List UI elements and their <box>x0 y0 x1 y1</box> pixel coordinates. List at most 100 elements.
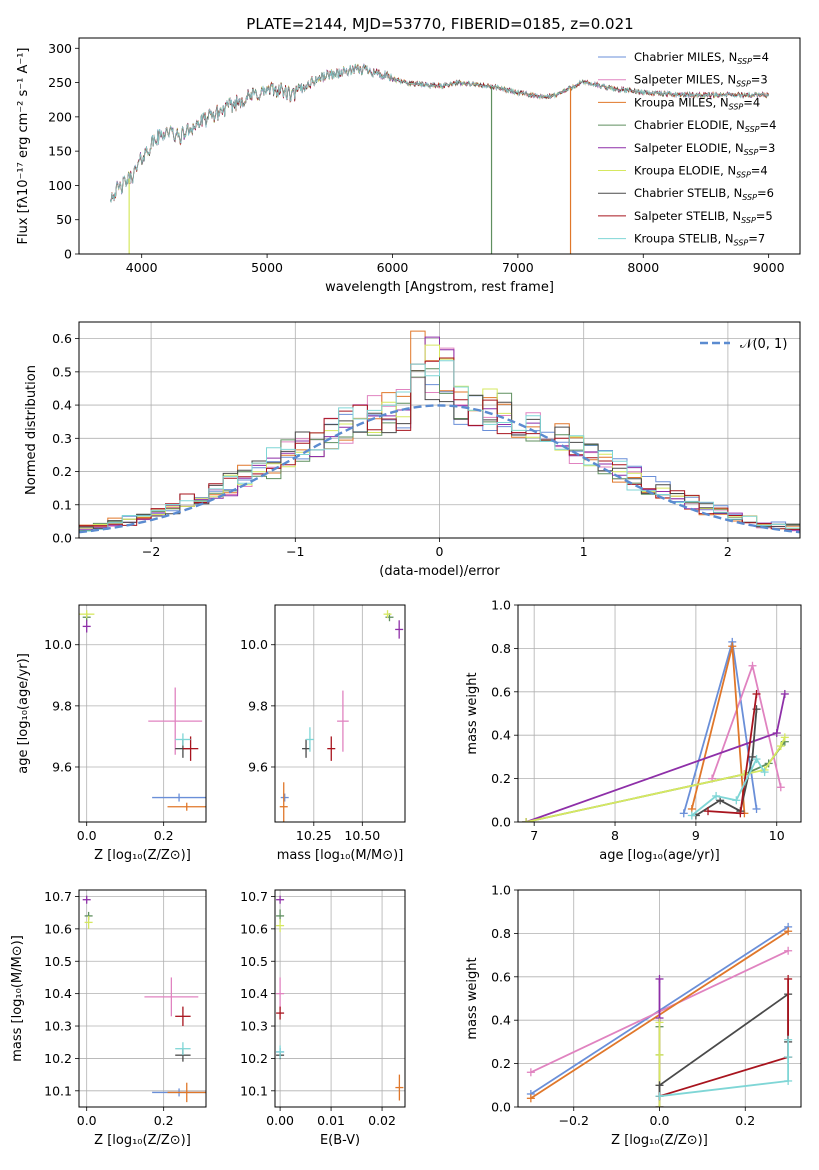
y-tick-label: 0.2 <box>52 464 72 479</box>
x-tick-label: 0 <box>436 544 444 559</box>
y-tick-label: 0.1 <box>52 497 72 512</box>
axes-frame <box>78 604 207 823</box>
legend-subscript: SSP <box>742 193 757 202</box>
x-axis-label: Z [log₁₀(Z/Z⊙)] <box>611 1133 708 1148</box>
legend-subscript: SSP <box>736 171 751 180</box>
legend-entry: Salpeter STELIB, NSSP=5 <box>634 209 773 225</box>
legend-count: =6 <box>757 186 774 200</box>
histogram-salpeter-elodie <box>79 336 800 531</box>
y-tick-label: 10.7 <box>240 889 268 904</box>
y-tick-label: 0 <box>64 247 72 262</box>
y-tick-label: 10.7 <box>44 889 72 904</box>
weight-vs-age-panel: 7 8 9 10 0.0 0.2 0.4 0.6 0.8 1.0 age [log₁₀(age/yr… <box>465 598 802 863</box>
weight-series-kroupa-miles <box>687 642 749 818</box>
y-tick-label: 10.5 <box>240 954 268 969</box>
legend-entry: Kroupa STELIB, NSSP=7 <box>634 232 765 248</box>
point-salpeter-stelib <box>276 1006 285 1020</box>
legend-count: =4 <box>752 50 769 64</box>
y-tick-label: 0.5 <box>52 364 72 379</box>
point-kroupa-stelib <box>276 1045 285 1059</box>
point-kroupa-elodie <box>383 610 392 619</box>
legend-count: =4 <box>751 164 768 178</box>
x-tick-label: 7 <box>530 828 538 843</box>
x-tick-label: 1 <box>580 544 588 559</box>
legend-label: Kroupa MILES, N <box>634 95 729 109</box>
point-salpeter-stelib <box>327 736 336 761</box>
weight-series-kroupa-stelib <box>655 1035 793 1101</box>
y-tick-label: 0.0 <box>491 815 511 830</box>
histogram-kroupa-stelib <box>79 360 800 532</box>
y-tick-label: 200 <box>48 109 72 124</box>
x-axis-label: age [log₁₀(age/yr)] <box>599 848 720 863</box>
y-tick-label: 10.0 <box>44 637 72 652</box>
y-tick-label: 10.5 <box>44 954 72 969</box>
x-tick-label: 10 <box>769 828 785 843</box>
legend-entry: 𝒩(0, 1) <box>740 337 787 352</box>
y-tick-label: 0.4 <box>491 728 511 743</box>
y-axis-label: age [log₁₀(age/yr)] <box>16 653 31 774</box>
legend-entry: Chabrier ELODIE, NSSP=4 <box>634 118 776 134</box>
x-tick-label: 0.2 <box>735 1113 755 1128</box>
point-salpeter-elodie <box>276 895 285 904</box>
legend-count: =3 <box>751 73 768 87</box>
y-tick-label: 10.1 <box>44 1083 72 1098</box>
axes-frame <box>78 37 801 255</box>
legend-label: Salpeter ELODIE, N <box>634 141 744 155</box>
x-tick-label: 0.0 <box>77 1113 97 1128</box>
point-kroupa-miles <box>279 782 288 822</box>
axes-frame <box>517 604 802 823</box>
points <box>82 895 206 1103</box>
legend-count: =4 <box>743 95 760 109</box>
y-tick-label: 0.0 <box>491 1100 511 1115</box>
point-salpeter-elodie <box>82 895 91 904</box>
weight-line <box>658 992 789 1097</box>
legend-count: =3 <box>758 141 775 155</box>
point-kroupa-miles <box>395 1074 404 1101</box>
x-tick-label: 9000 <box>753 260 785 275</box>
weight-line <box>525 693 786 822</box>
spectrum-panel: 4000 5000 6000 7000 8000 9000 0 50 100 150 200 250 3… <box>16 37 801 295</box>
legend-label: Chabrier STELIB, N <box>634 186 742 200</box>
x-tick-label: −2 <box>142 544 160 559</box>
point-salpeter-miles <box>276 977 285 1010</box>
legend-label: Chabrier MILES, N <box>634 50 737 64</box>
point-kroupa-elodie <box>276 919 285 933</box>
histogram-salpeter-stelib <box>79 357 800 530</box>
y-tick-label: 10.6 <box>44 921 72 936</box>
spectrum-lines <box>109 63 770 254</box>
residuals-panel: −2 −1 0 1 2 0.0 0.1 0.2 0.3 0.4 0.5 0.6 (data-model)… <box>24 321 801 579</box>
x-tick-label: 0.2 <box>154 828 174 843</box>
legend-entry: Chabrier STELIB, NSSP=6 <box>634 186 774 202</box>
x-tick-label: 0.00 <box>266 1113 294 1128</box>
y-tick-label: 0.3 <box>52 431 72 446</box>
legend-entry: Salpeter ELODIE, NSSP=3 <box>634 141 775 157</box>
mass-vs-Z-panel: 0.0 0.2 10.1 10.2 10.3 10.4 10.5 10.6 10.7 Z [log… <box>10 889 207 1148</box>
legend-entry: Chabrier MILES, NSSP=4 <box>634 50 769 66</box>
axes-frame <box>274 604 406 823</box>
x-tick-label: 0.0 <box>650 1113 670 1128</box>
y-tick-label: 9.8 <box>248 698 268 713</box>
x-tick-label: 4000 <box>126 260 158 275</box>
weight-lines <box>522 637 789 822</box>
point-kroupa-miles <box>167 802 206 811</box>
point-salpeter-miles <box>148 687 203 755</box>
legend-count: =5 <box>756 209 773 223</box>
legend-entry: Salpeter MILES, NSSP=3 <box>634 73 768 89</box>
y-tick-label: 10.4 <box>240 986 268 1001</box>
points <box>279 610 404 822</box>
y-axis-label: mass [log₁₀(M/M⊙)] <box>10 935 25 1062</box>
age-vs-mass-panel: 10.25 10.50 9.6 9.8 10.0 mass [log₁₀(M/M⊙)] <box>240 604 406 863</box>
points <box>276 895 404 1101</box>
y-tick-label: 50 <box>56 212 72 227</box>
x-tick-label: 10.25 <box>296 828 332 843</box>
y-tick-label: 10.0 <box>240 637 268 652</box>
x-tick-label: 0.0 <box>77 828 97 843</box>
y-tick-label: 0.8 <box>491 926 511 941</box>
y-tick-label: 300 <box>48 41 72 56</box>
legend-entry: Kroupa MILES, NSSP=4 <box>634 95 760 111</box>
y-tick-label: 10.3 <box>44 1019 72 1034</box>
y-tick-label: 10.1 <box>240 1083 268 1098</box>
x-tick-label: 0.02 <box>368 1113 396 1128</box>
y-tick-label: 0.6 <box>491 969 511 984</box>
point-salpeter-elodie <box>395 620 404 639</box>
